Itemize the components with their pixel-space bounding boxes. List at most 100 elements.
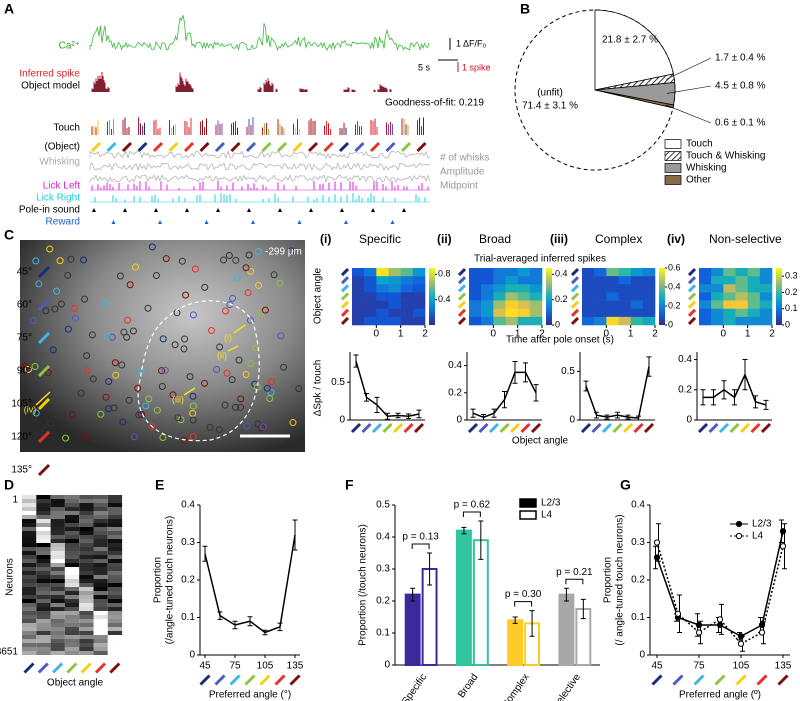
heat-cell — [594, 284, 607, 293]
angle-swatch — [687, 276, 697, 285]
point — [674, 610, 682, 617]
cell-outline — [162, 255, 170, 263]
neuron-cell — [107, 579, 123, 583]
point — [779, 543, 787, 550]
angle-swatch — [693, 674, 705, 686]
cell-outline — [126, 281, 134, 289]
angle-swatch — [488, 422, 500, 434]
heat-cell — [505, 268, 518, 277]
x-tick-label: 75 — [229, 661, 241, 672]
angle-swatch — [121, 141, 133, 153]
x-tick-label: 1 — [628, 329, 634, 340]
cell-marker: (iii) — [172, 394, 184, 404]
x-tick-label: 2 — [769, 329, 775, 340]
cell-outline — [228, 376, 236, 384]
legend-swatch — [664, 151, 682, 161]
neuron-cell — [50, 623, 65, 627]
neuron-cell — [50, 615, 65, 619]
neuron-cell — [22, 531, 37, 535]
neuron-cell — [22, 607, 37, 611]
neuron-cell — [79, 555, 94, 559]
error-bar — [512, 616, 518, 624]
cell-outline — [145, 395, 153, 403]
cell-outline — [280, 363, 288, 371]
cell-outline — [180, 345, 188, 353]
cell-outline — [83, 352, 91, 360]
cell-outline — [134, 384, 142, 392]
y-tick-label: 0.2 — [448, 387, 462, 398]
x-tick-label: 0 — [374, 329, 380, 340]
cell-outline — [181, 335, 189, 343]
heat-cell — [364, 316, 377, 326]
neuron-cell — [22, 507, 37, 511]
neuron-cell — [36, 631, 51, 635]
neuron-cell — [107, 591, 123, 595]
neuron-cell — [36, 519, 51, 523]
heat-cell — [723, 276, 736, 285]
neuron-cell — [50, 551, 65, 555]
cell-outline — [255, 281, 263, 289]
angle-swatch — [570, 276, 580, 285]
neuron-cell — [93, 523, 108, 527]
angle-swatch — [382, 422, 393, 434]
chart-title: Broad — [479, 232, 511, 246]
cell-outline — [142, 402, 150, 410]
heat-cell — [376, 268, 389, 277]
neuron-cell — [36, 567, 51, 571]
neuron-cell — [22, 527, 37, 531]
point — [716, 616, 724, 623]
heat-cell — [711, 316, 724, 326]
reward-marker — [344, 220, 348, 224]
neuron-cell — [79, 515, 94, 519]
error-bar — [202, 545, 208, 562]
neuron-cell — [22, 599, 37, 603]
angle-swatch — [520, 422, 531, 434]
neuron-cell — [79, 547, 94, 551]
neuron-cell — [93, 631, 108, 635]
cell-outline — [189, 311, 197, 319]
heat-cell — [493, 292, 506, 301]
chart-title: Specific — [359, 232, 401, 246]
y-tick-label: 0.2 — [631, 575, 645, 586]
roi-outline — [137, 300, 260, 442]
neuron-cell — [50, 603, 65, 607]
cell-outline — [207, 326, 215, 334]
neuron-cell — [36, 571, 51, 575]
cell-outline — [169, 391, 177, 399]
neuron-cell — [50, 583, 65, 587]
angle-swatch — [369, 141, 381, 153]
series-line — [355, 360, 420, 417]
angle-swatch — [777, 674, 789, 686]
heat-cell — [642, 292, 656, 301]
neuron-cell — [79, 615, 94, 619]
neuron-cell — [107, 519, 123, 523]
heat-cell — [582, 284, 595, 293]
neuron-cell — [107, 555, 123, 559]
cell-outline — [31, 363, 39, 371]
angle-swatch — [37, 662, 49, 674]
angle-swatch — [612, 422, 623, 434]
neuron-cell — [36, 555, 51, 559]
neuron-cell — [36, 619, 51, 623]
heat-cell — [352, 284, 365, 293]
angle-swatch — [697, 422, 709, 434]
p-bracket — [565, 578, 584, 585]
neuron-cell — [107, 575, 123, 579]
heat-cell — [469, 308, 482, 318]
neuron-cell — [50, 627, 65, 631]
heat-cell — [493, 316, 506, 326]
angle-swatch — [214, 141, 226, 153]
heat-cell — [481, 300, 494, 310]
colorbar-label: 0 — [555, 319, 560, 329]
neuron-cell — [107, 639, 123, 643]
angle-swatch — [570, 308, 580, 317]
legend-label: L4 — [752, 531, 764, 542]
angle-swatch — [601, 422, 613, 434]
cell-outline — [32, 257, 40, 265]
neuron-cell — [64, 495, 80, 499]
neuron-cell — [50, 527, 65, 531]
neuron-cell — [107, 619, 123, 623]
neuron-cell — [64, 635, 80, 639]
cell-outline — [178, 257, 186, 265]
error-bar — [636, 415, 641, 421]
